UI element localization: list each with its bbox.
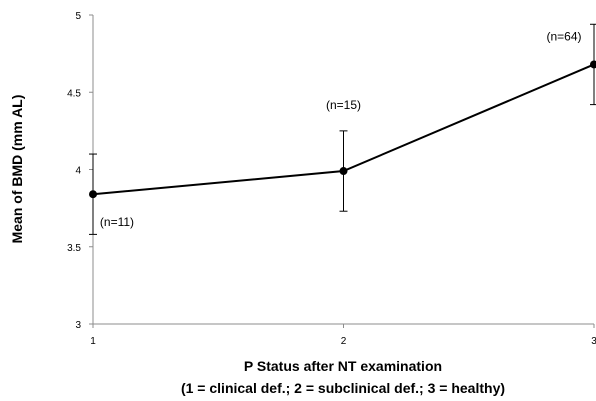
sample-size-annotation: (n=15) xyxy=(326,98,361,112)
sample-size-annotation: (n=11) xyxy=(100,215,134,229)
error-bars xyxy=(89,23,596,235)
data-point xyxy=(590,60,596,69)
data-point xyxy=(89,190,97,199)
x-axis-label-line1: P Status after NT examination xyxy=(244,358,442,374)
x-tick-label: 3 xyxy=(591,336,596,347)
y-tick-label: 5 xyxy=(75,11,81,22)
y-tick-label: 3.5 xyxy=(67,243,81,254)
y-tick-label: 4.5 xyxy=(67,88,81,99)
x-axis-label-line2: (1 = clinical def.; 2 = subclinical def.… xyxy=(181,380,505,396)
x-tick-label: 2 xyxy=(341,336,347,347)
x-tick-label: 1 xyxy=(90,336,96,347)
y-axis-label: Mean of BMD (mm AL) xyxy=(9,95,25,244)
x-ticks: 1 2 3 xyxy=(90,324,596,347)
y-tick-label: 3 xyxy=(75,320,81,331)
y-ticks: 3 3.5 4 4.5 5 xyxy=(67,11,93,331)
annotations: (n=11) (n=15) (n=64) xyxy=(100,29,582,229)
y-tick-label: 4 xyxy=(75,166,81,177)
data-point xyxy=(339,167,348,176)
data-points xyxy=(89,60,596,199)
sample-size-annotation: (n=64) xyxy=(546,29,581,43)
